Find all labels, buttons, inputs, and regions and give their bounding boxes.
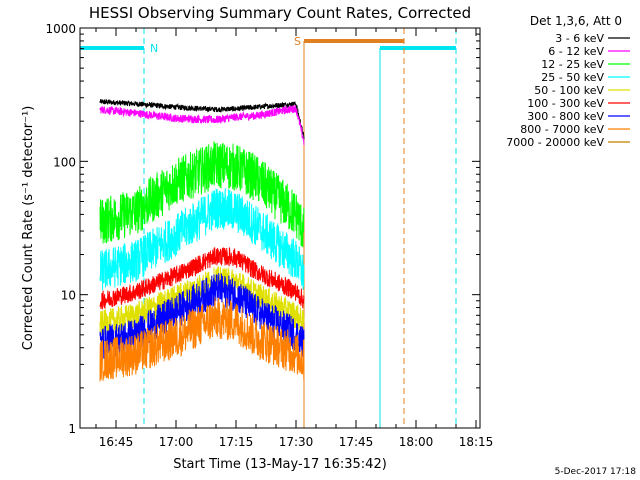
x-tick-label: 17:15 xyxy=(219,435,254,449)
legend-label: 25 - 50 keV xyxy=(541,71,604,84)
footer-date: 5-Dec-2017 17:18 xyxy=(555,467,637,477)
y-axis: 1 10 100 1000 xyxy=(45,22,480,436)
chart-title: HESSI Observing Summary Count Rates, Cor… xyxy=(89,4,471,22)
series-line xyxy=(99,141,305,248)
series-line xyxy=(99,98,305,140)
series-line xyxy=(99,297,305,382)
y-tick-label: 1000 xyxy=(45,22,76,36)
legend-label: 300 - 800 keV xyxy=(527,110,604,123)
y-axis-label: Corrected Count Rate (s⁻¹ detector⁻¹) xyxy=(21,106,36,351)
legend-label: 12 - 25 keV xyxy=(541,58,604,71)
legend-label: 3 - 6 keV xyxy=(555,32,604,45)
series-line xyxy=(99,246,305,310)
legend-label: 50 - 100 keV xyxy=(534,84,604,97)
plot-frame xyxy=(79,27,481,429)
saa-marker-label: S xyxy=(294,35,301,48)
eclipse-marker-label: N xyxy=(150,42,158,55)
y-tick-label: 10 xyxy=(61,289,76,303)
x-tick-label: 18:00 xyxy=(399,435,434,449)
y-tick-label: 1 xyxy=(68,422,76,436)
x-tick-label: 16:45 xyxy=(99,435,134,449)
legend-title: Det 1,3,6, Att 0 xyxy=(530,14,622,28)
series-line xyxy=(99,104,305,145)
x-axis: 16:45 17:00 17:15 17:30 17:45 18:00 18:15 xyxy=(95,28,494,449)
series-group xyxy=(99,98,305,382)
x-tick-label: 18:15 xyxy=(459,435,494,449)
y-tick-label: 100 xyxy=(53,155,76,169)
x-tick-label: 17:45 xyxy=(339,435,374,449)
series-line xyxy=(99,273,305,359)
series-line xyxy=(99,188,305,291)
legend-label: 7000 - 20000 keV xyxy=(506,136,604,149)
legend-label: 6 - 12 keV xyxy=(548,45,604,58)
x-axis-label: Start Time (13-May-17 16:35:42) xyxy=(173,457,387,472)
x-tick-label: 17:00 xyxy=(159,435,194,449)
legend-label: 800 - 7000 keV xyxy=(520,123,604,136)
legend-label: 100 - 300 keV xyxy=(527,97,604,110)
x-tick-label: 17:30 xyxy=(279,435,314,449)
